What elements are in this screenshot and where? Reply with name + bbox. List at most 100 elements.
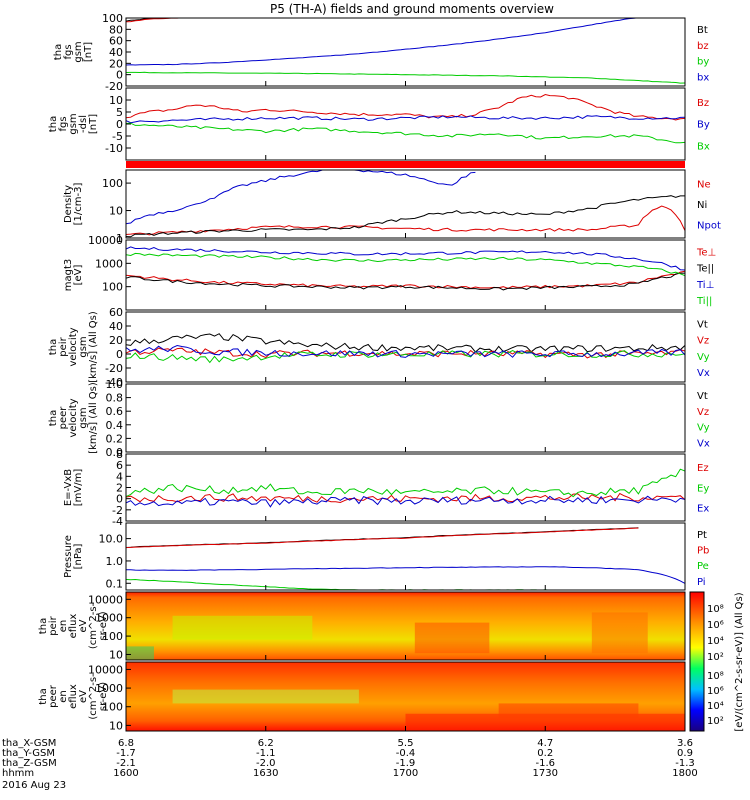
y-tick-label: 10000 (88, 234, 123, 247)
colorbar-tick-label: 10⁶ (707, 686, 724, 697)
y-tick-label: 0.4 (106, 419, 124, 432)
y-axis-label: Density[1/cm-3] (63, 183, 84, 226)
legend-entry-Ex: Ex (697, 504, 709, 515)
legend-entry-Pe: Pe (697, 561, 709, 572)
y-tick-label: -10 (105, 142, 123, 155)
y-axis-label-line: eflux (68, 614, 79, 639)
legend-entry-Vz: Vz (697, 407, 709, 418)
colorbar-label: [eV/(cm^2-s-sr-eV)] (All Qs) (734, 592, 745, 731)
y-axis-label: thapeerenefluxeV(cm^2-s-sr-eV) (38, 673, 109, 720)
series-group-temperature (126, 246, 685, 291)
ephemeris-row-label: hhmm (2, 768, 34, 779)
series-group-density (126, 170, 685, 238)
series-line-Te⊥ (126, 270, 685, 289)
y-axis-label-line: gsm (78, 336, 89, 357)
spectrogram-patch (591, 612, 648, 654)
y-tick-label: -2 (112, 504, 123, 517)
series-line-Vt (126, 333, 685, 354)
series-group-fgs_gsm_dsl (126, 93, 685, 144)
series-group-pressure (126, 527, 685, 590)
y-tick-label: 10000 (88, 593, 123, 606)
y-axis-label-line: tha (48, 410, 59, 426)
colorbar-tick-label: 10⁴ (707, 636, 724, 647)
panel-peer_en_eflux: 10000100010010thapeerenefluxeV(cm^2-s-sr… (38, 661, 686, 732)
y-axis-label-line: peir (48, 615, 59, 635)
ephemeris-value: -1.1 (256, 748, 276, 759)
y-tick-label: 60 (109, 306, 123, 319)
y-axis-label: thafgsgsm-dsl[nT] (48, 113, 99, 134)
spectrogram-patch (172, 615, 313, 640)
series-line-Ti|| (126, 252, 685, 277)
ephemeris-value: -1.6 (535, 758, 555, 769)
y-axis-label-line: fgs (58, 116, 69, 131)
legend-entry-Ey: Ey (697, 483, 709, 494)
series-line-Te|| (126, 272, 685, 291)
y-axis-label-line: [1/cm-3] (73, 183, 84, 226)
y-tick-label: 0 (116, 69, 123, 82)
legend-entry-bz: bz (697, 41, 709, 52)
ephemeris-value: 1630 (253, 768, 278, 779)
legend-entry-Ni: Ni (697, 200, 707, 211)
series-line-Ey (126, 468, 685, 498)
legend-entry-Ne: Ne (697, 179, 711, 190)
colorbar-tick-label: 10⁸ (707, 671, 724, 682)
legend-entry-Ez: Ez (697, 463, 709, 474)
ephemeris-value: -1.7 (116, 748, 136, 759)
y-tick-label: 20 (109, 57, 123, 70)
y-tick-label: 1 (116, 232, 123, 245)
y-axis-label-line: Density (63, 185, 74, 223)
y-axis-label-line: [eV] (73, 265, 84, 286)
y-axis-label-line: eV (78, 619, 89, 632)
colorbar-scale (689, 591, 705, 732)
y-tick-label: 1.0 (106, 378, 124, 391)
y-axis-label-line: en (58, 620, 69, 633)
y-tick-label: 6 (116, 459, 123, 472)
panel-frame (125, 522, 686, 591)
y-axis-label-line: [km/s] (All Qs) (88, 311, 99, 383)
y-tick-label: 100 (102, 12, 123, 25)
y-tick-label: 0.0 (106, 446, 124, 459)
y-tick-label: -4 (112, 515, 123, 528)
ephemeris-value: 4.7 (537, 738, 553, 749)
series-line-by (126, 71, 685, 84)
legend-entry-Npot: Npot (697, 220, 721, 231)
ephemeris-value: -1.9 (396, 758, 416, 769)
legend-entry-Ti||: Ti|| (696, 296, 712, 307)
y-axis-label-line: (cm^2-s- (88, 673, 99, 720)
ephemeris-value: -0.4 (396, 748, 416, 759)
y-tick-label: 8 (116, 448, 123, 461)
panel-frame (125, 383, 686, 453)
colorbar-tick-label: 10² (707, 652, 724, 663)
colorbar-tick-label: 10⁸ (707, 604, 724, 615)
y-tick-label: -20 (105, 362, 123, 375)
legend-entry-bx: bx (697, 73, 709, 84)
y-axis-label-line: en (58, 690, 69, 703)
legend-entry-Pt: Pt (697, 530, 707, 541)
y-tick-label: 0.1 (106, 577, 124, 590)
y-axis-label-line: sr-eV) (98, 611, 109, 640)
series-line-Ne (126, 205, 685, 236)
ephemeris-value: 1700 (393, 768, 418, 779)
panel-frame (125, 17, 686, 87)
y-tick-label: 0 (116, 118, 123, 131)
panel-density: 100 10 1 Density[1/cm-3] Ne Ni Npot (63, 169, 721, 245)
legend-entry-Vy: Vy (697, 423, 710, 434)
ephemeris-value: 6.2 (258, 738, 274, 749)
series-line-Npot (126, 170, 476, 225)
y-axis-label-line: (cm^2-s- (88, 602, 99, 649)
y-tick-label: 100 (102, 177, 123, 190)
legend-entry-Vt: Vt (697, 391, 708, 402)
y-tick-label: 100 (102, 701, 123, 714)
legend-entry-Te⊥: Te⊥ (696, 247, 716, 258)
y-tick-label: 10.0 (99, 533, 124, 546)
series-line-Bx (126, 122, 685, 144)
spectrogram-patch (414, 622, 490, 654)
legend-entry-Te||: Te|| (696, 264, 714, 275)
series-line-Pi (126, 566, 685, 584)
ephemeris-value: 5.5 (398, 738, 414, 749)
legend-entry-Bt: Bt (697, 25, 708, 36)
y-tick-label: -20 (105, 80, 123, 93)
y-axis-label-line: sr-eV) (98, 682, 109, 711)
